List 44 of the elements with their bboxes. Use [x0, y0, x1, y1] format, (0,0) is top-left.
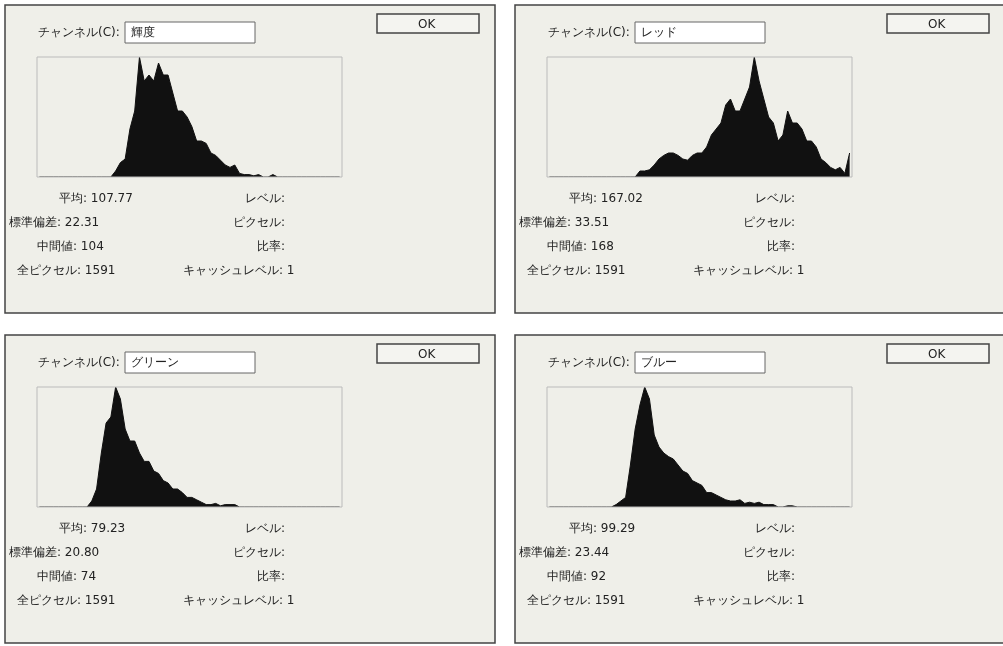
text: キャッシュレベル: 1	[183, 593, 295, 607]
text: キャッシュレベル: 1	[183, 263, 295, 277]
text: ピクセル:	[233, 545, 286, 559]
text: 全ピクセル: 1591	[527, 593, 626, 607]
text: グリーン	[131, 355, 179, 369]
text: 輝度	[131, 25, 155, 39]
text: チャンネル(C):	[38, 25, 120, 39]
text: 標準偏差: 22.31	[9, 215, 100, 229]
text: 比率:	[767, 239, 796, 253]
text: レベル:	[755, 191, 796, 205]
text: 標準偏差: 33.51	[519, 215, 610, 229]
text: 全ピクセル: 1591	[527, 263, 626, 277]
text: 比率:	[767, 569, 796, 583]
text: ピクセル:	[233, 215, 286, 229]
text: 全ピクセル: 1591	[17, 263, 116, 277]
text: チャンネル(C):	[548, 25, 630, 39]
text: キャッシュレベル: 1	[693, 263, 805, 277]
text: 標準偏差: 23.44	[519, 545, 610, 559]
text: キャッシュレベル: 1	[693, 593, 805, 607]
text: OK	[928, 347, 947, 361]
text: OK	[928, 17, 947, 31]
text: 中間値: 92	[547, 569, 607, 583]
text: レッド	[641, 25, 677, 39]
text: 平均: 167.02	[569, 191, 643, 205]
text: 比率:	[257, 239, 286, 253]
text: ピクセル:	[743, 545, 796, 559]
text: 平均: 107.77	[59, 191, 133, 205]
text: 平均: 79.23	[59, 521, 126, 535]
text: レベル:	[755, 521, 796, 535]
text: 中間値: 104	[37, 239, 104, 253]
text: ピクセル:	[743, 215, 796, 229]
text: レベル:	[245, 521, 286, 535]
text: 比率:	[257, 569, 286, 583]
text: チャンネル(C):	[548, 355, 630, 369]
text: OK	[418, 347, 437, 361]
text: OK	[418, 17, 437, 31]
text: ブルー	[641, 355, 677, 369]
text: レベル:	[245, 191, 286, 205]
text: 標準偏差: 20.80	[9, 545, 100, 559]
text: 中間値: 168	[547, 239, 614, 253]
text: チャンネル(C):	[38, 355, 120, 369]
text: 中間値: 74	[37, 569, 97, 583]
text: 全ピクセル: 1591	[17, 593, 116, 607]
text: 平均: 99.29	[569, 521, 636, 535]
